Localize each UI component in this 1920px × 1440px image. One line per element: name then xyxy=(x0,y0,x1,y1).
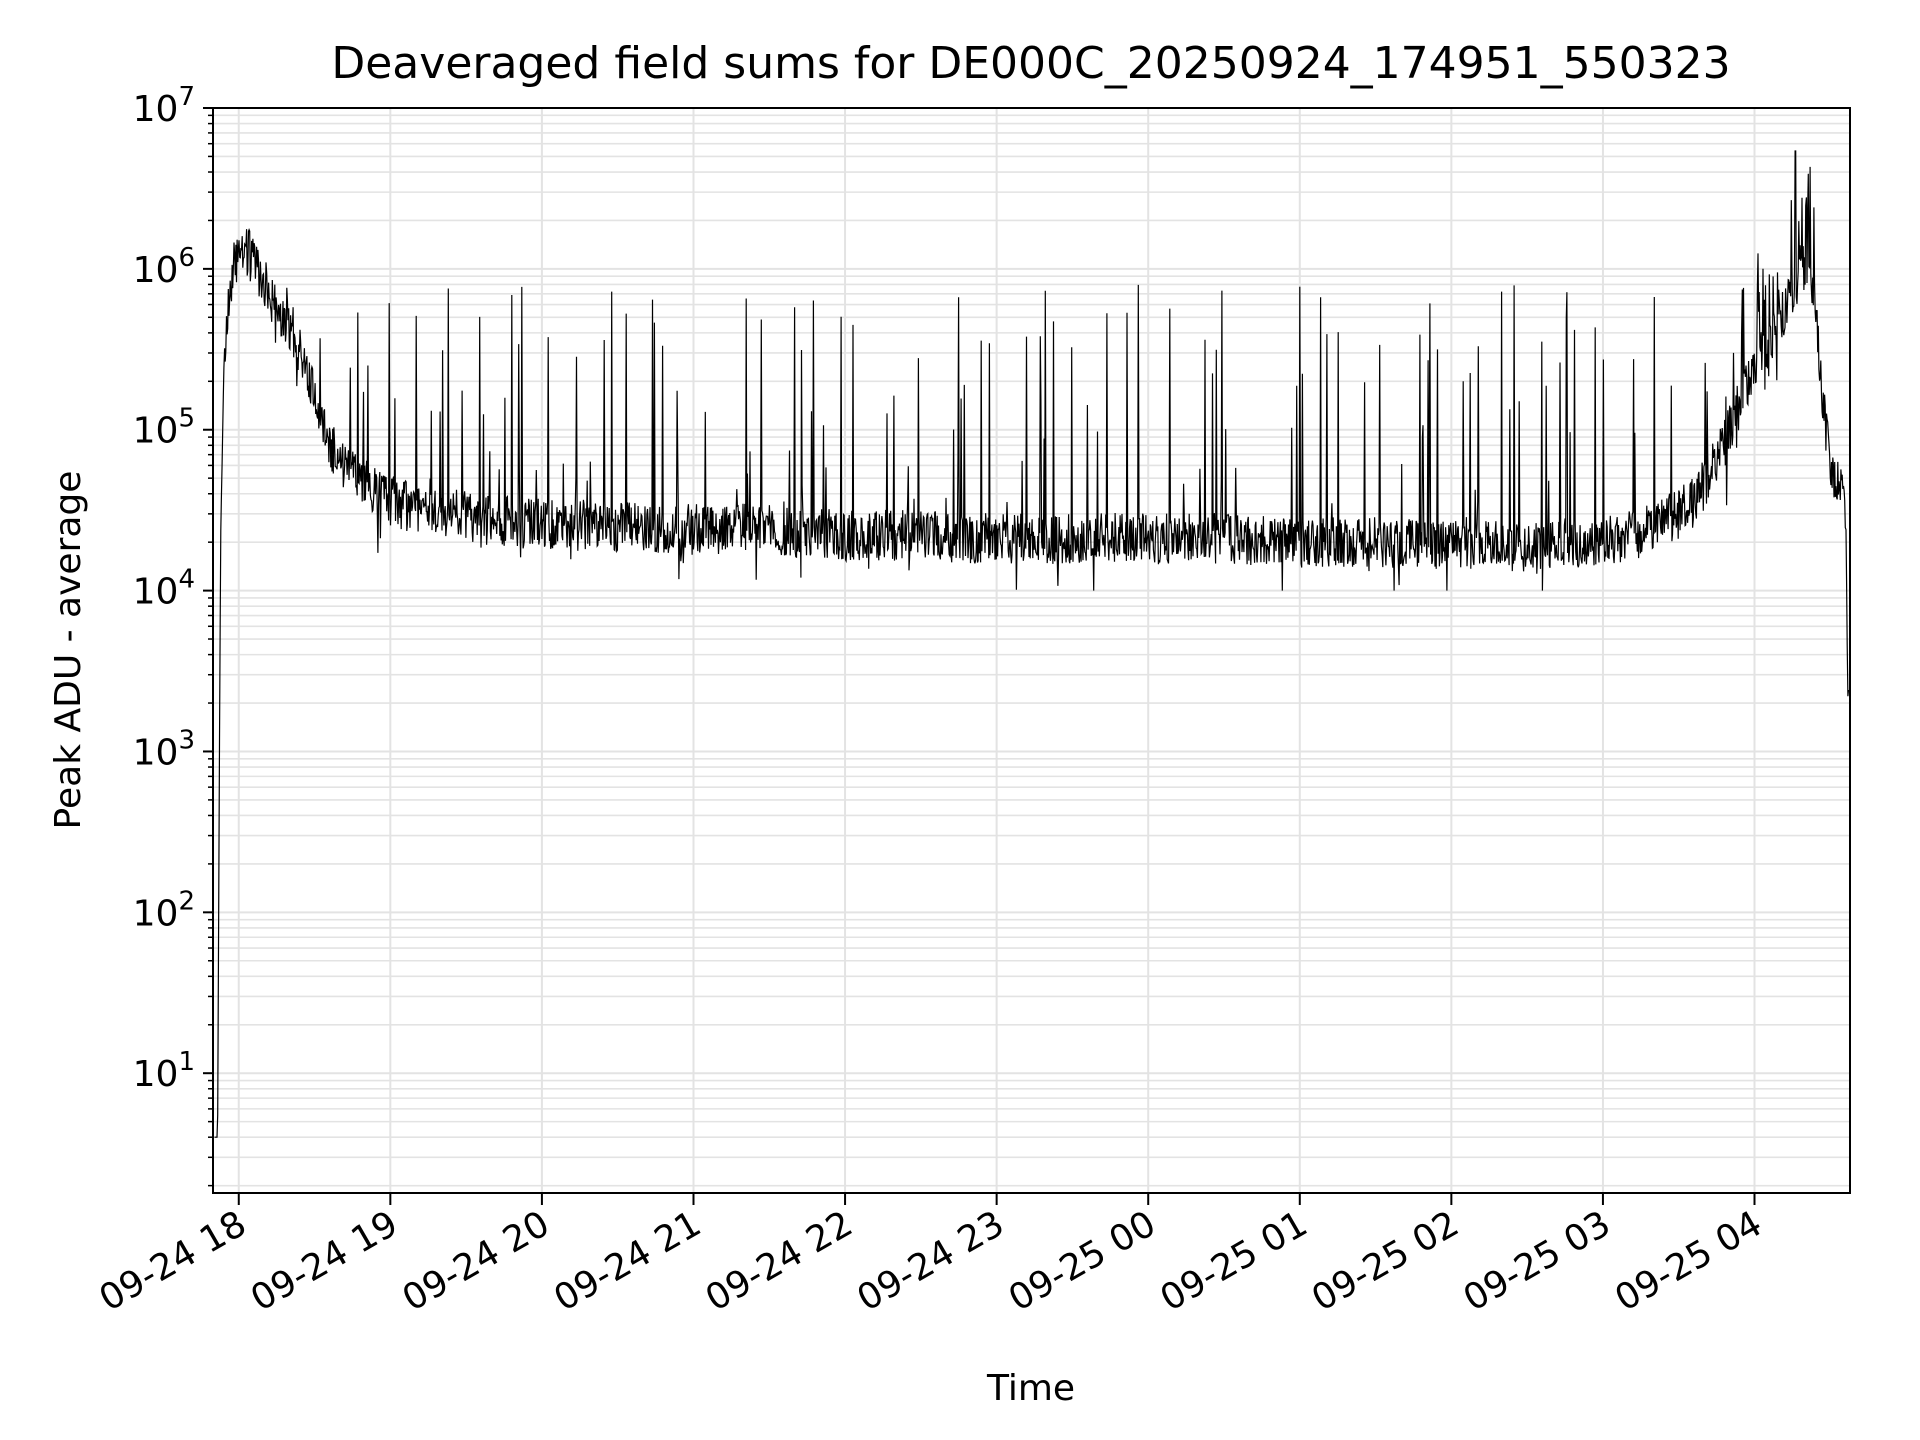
y-tick-label: 102 xyxy=(133,886,195,934)
series-layer xyxy=(214,150,1850,1138)
grid xyxy=(213,107,1850,1193)
plot-frame xyxy=(212,107,1851,1194)
y-tick-label: 104 xyxy=(133,565,195,613)
x-axis-label: Time xyxy=(986,1368,1075,1409)
y-tick-label: 103 xyxy=(133,725,195,773)
chart-title: Deaveraged field sums for DE000C_2025092… xyxy=(331,38,1730,89)
y-tick-label: 105 xyxy=(133,404,195,452)
y-tick-label: 107 xyxy=(133,82,195,130)
y-tick-label: 106 xyxy=(133,243,195,291)
y-axis-label: Peak ADU - average xyxy=(48,471,89,830)
y-tick-label: 101 xyxy=(133,1047,195,1095)
series-line xyxy=(214,150,1850,1138)
y-axis: 101 102 103 104 105 106 107 xyxy=(133,82,213,1187)
